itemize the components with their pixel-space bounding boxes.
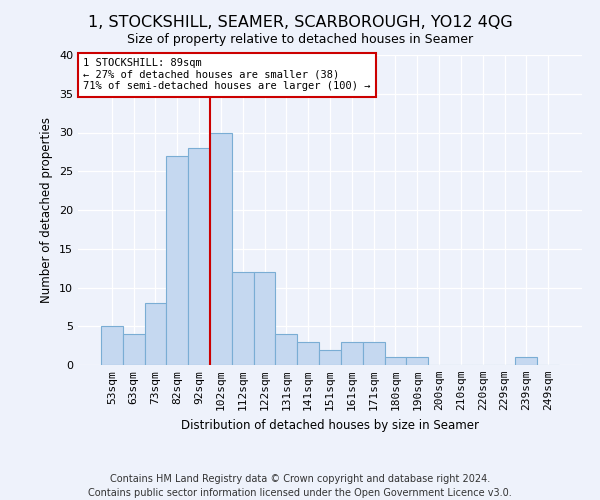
Bar — [123, 334, 145, 365]
Bar — [385, 357, 406, 365]
Bar — [210, 132, 232, 365]
Text: 1, STOCKSHILL, SEAMER, SCARBOROUGH, YO12 4QG: 1, STOCKSHILL, SEAMER, SCARBOROUGH, YO12… — [88, 15, 512, 30]
Bar — [254, 272, 275, 365]
Bar — [515, 357, 537, 365]
Bar — [341, 342, 363, 365]
Bar — [232, 272, 254, 365]
Bar — [297, 342, 319, 365]
Bar — [101, 326, 123, 365]
Bar — [406, 357, 428, 365]
Bar — [363, 342, 385, 365]
Bar — [188, 148, 210, 365]
Text: Size of property relative to detached houses in Seamer: Size of property relative to detached ho… — [127, 32, 473, 46]
Bar — [319, 350, 341, 365]
Text: Contains HM Land Registry data © Crown copyright and database right 2024.
Contai: Contains HM Land Registry data © Crown c… — [88, 474, 512, 498]
Bar — [145, 303, 166, 365]
Bar — [275, 334, 297, 365]
X-axis label: Distribution of detached houses by size in Seamer: Distribution of detached houses by size … — [181, 418, 479, 432]
Text: 1 STOCKSHILL: 89sqm
← 27% of detached houses are smaller (38)
71% of semi-detach: 1 STOCKSHILL: 89sqm ← 27% of detached ho… — [83, 58, 371, 92]
Bar — [166, 156, 188, 365]
Y-axis label: Number of detached properties: Number of detached properties — [40, 117, 53, 303]
